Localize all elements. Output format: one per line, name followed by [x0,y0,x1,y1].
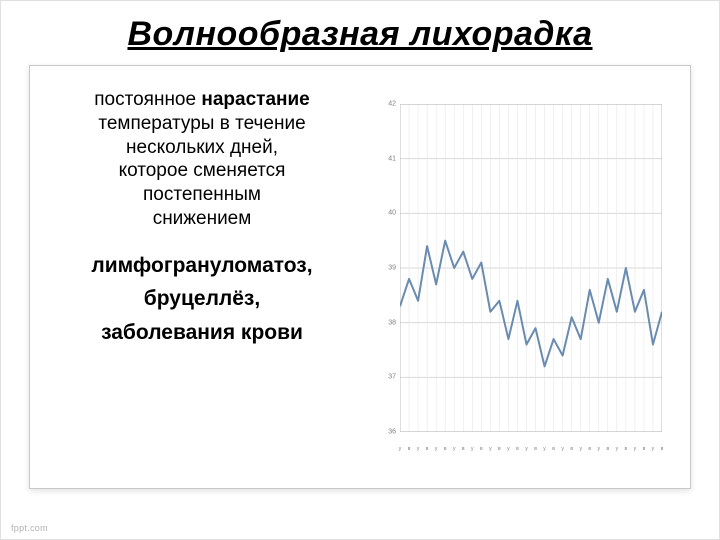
x-tick-label: в [534,446,537,452]
x-tick-label: у [525,446,528,452]
content-card: постоянное нарастание температуры в тече… [29,65,691,489]
y-tick-label: 41 [388,155,396,162]
x-tick-label: у [543,446,546,452]
disease-item: лимфогрануломатоз, [54,249,350,283]
desc-fragment: которое сменяется [119,160,286,181]
x-tick-label: в [643,446,646,452]
y-tick-label: 38 [388,319,396,326]
x-tick-label: у [453,446,456,452]
slide: Волнообразная лихорадка постоянное нарас… [0,0,720,540]
x-tick-label: в [588,446,591,452]
diseases-list: лимфогрануломатоз, бруцеллёз, заболевани… [54,249,350,350]
desc-fragment: постоянное [94,89,201,110]
fever-line-chart: 36373839404142увувувувувувувувувувувувув… [368,102,666,444]
chart-column: 36373839404142увувувувувувувувувувувувув… [360,66,690,488]
x-tick-label: у [489,446,492,452]
desc-fragment: постепенным [143,184,261,205]
slide-title: Волнообразная лихорадка [1,1,719,54]
x-tick-label: в [426,446,429,452]
x-tick-label: в [552,446,555,452]
y-tick-label: 40 [388,210,396,217]
desc-fragment-bold: нарастание [201,89,309,110]
x-tick-label: в [661,446,664,452]
y-tick-label: 42 [388,101,396,108]
desc-fragment: снижением [153,208,252,229]
x-tick-label: в [444,446,447,452]
disease-item: бруцеллёз, [54,282,350,316]
text-column: постоянное нарастание температуры в тече… [30,66,360,488]
x-tick-label: в [606,446,609,452]
x-tick-label: у [652,446,655,452]
desc-fragment: температуры в течение [98,113,305,134]
y-tick-label: 39 [388,265,396,272]
x-tick-label: у [399,446,402,452]
x-tick-label: в [408,446,411,452]
x-tick-label: у [507,446,510,452]
x-tick-label: у [579,446,582,452]
x-tick-label: в [498,446,501,452]
desc-fragment: нескольких дней, [126,137,278,158]
chart-svg [400,104,662,432]
x-tick-label: в [462,446,465,452]
y-tick-label: 37 [388,374,396,381]
x-tick-label: в [570,446,573,452]
x-tick-label: у [561,446,564,452]
x-tick-label: у [634,446,637,452]
x-tick-label: в [516,446,519,452]
y-tick-label: 36 [388,429,396,436]
x-tick-label: в [480,446,483,452]
x-tick-label: у [471,446,474,452]
description-paragraph: постоянное нарастание температуры в тече… [54,88,350,231]
x-tick-label: у [435,446,438,452]
x-tick-label: у [616,446,619,452]
x-tick-label: у [417,446,420,452]
footer-credit: fppt.com [11,523,48,533]
disease-item: заболевания крови [54,316,350,350]
x-tick-label: у [598,446,601,452]
x-tick-label: в [625,446,628,452]
